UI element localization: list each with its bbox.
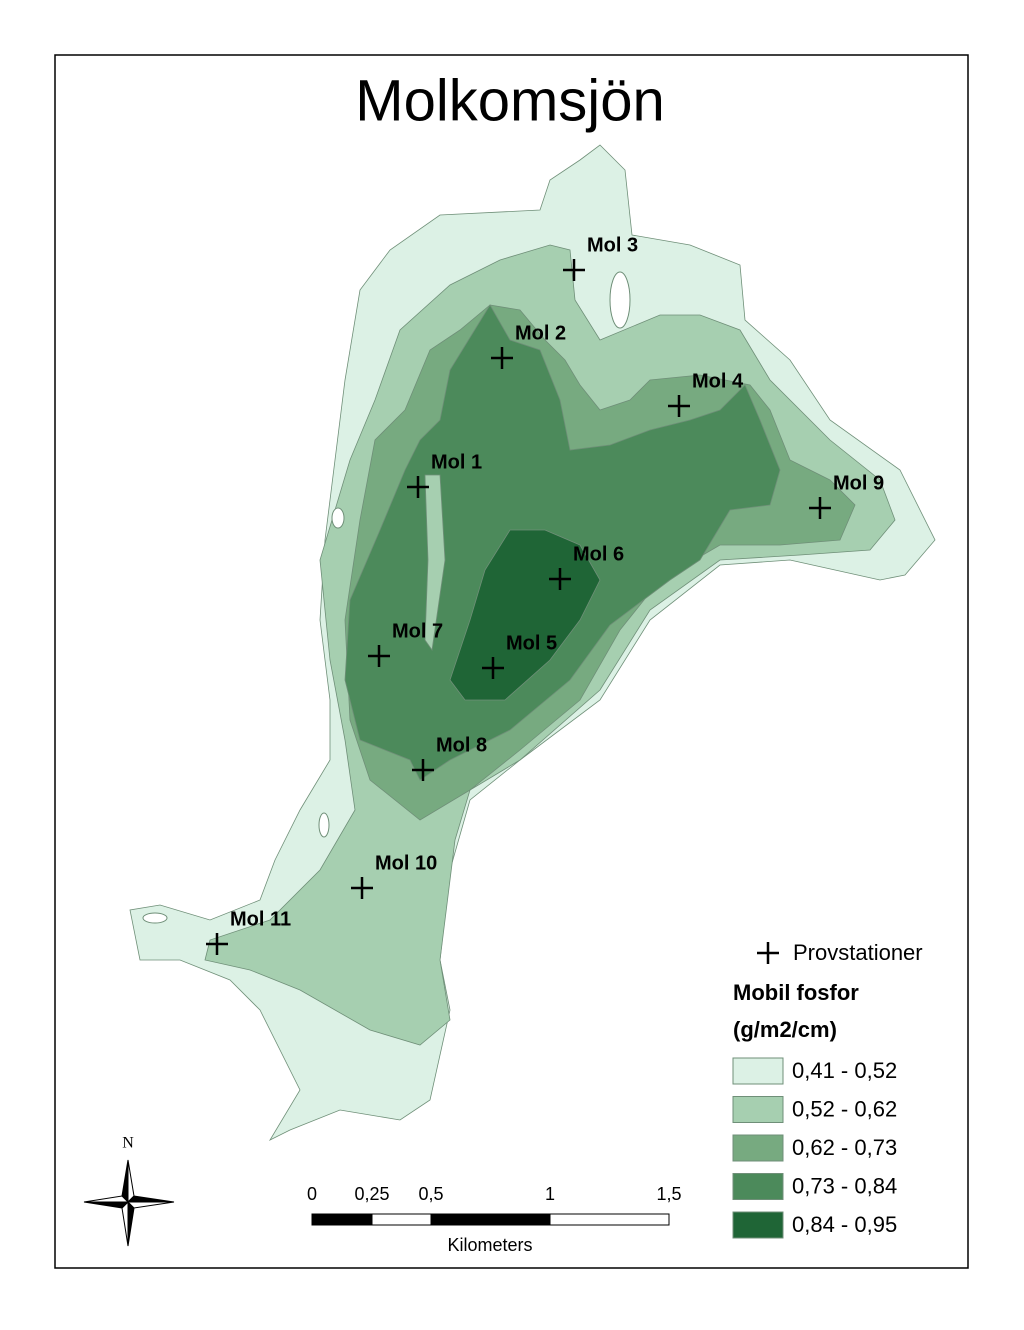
scale-unit: Kilometers bbox=[447, 1235, 532, 1255]
scale-label: 1,5 bbox=[656, 1184, 681, 1204]
station-marker bbox=[809, 497, 831, 519]
station-label: Mol 3 bbox=[587, 234, 638, 256]
island bbox=[318, 812, 330, 838]
scale-segment bbox=[430, 1213, 551, 1226]
legend: Provstationer Mobil fosfor (g/m2/cm) 0,4… bbox=[732, 940, 923, 1239]
scale-segment bbox=[371, 1213, 432, 1226]
legend-swatch bbox=[732, 1211, 784, 1239]
legend-station-symbol bbox=[757, 942, 779, 964]
legend-station-label: Provstationer bbox=[793, 940, 923, 965]
station-label: Mol 10 bbox=[375, 852, 437, 874]
legend-swatch bbox=[732, 1173, 784, 1200]
scale-segment bbox=[311, 1213, 373, 1226]
station-marker bbox=[549, 568, 571, 590]
station-label: Mol 6 bbox=[573, 543, 624, 565]
station-label: Mol 8 bbox=[436, 734, 487, 756]
station-label: Mol 9 bbox=[833, 472, 884, 494]
scale-label: 0,25 bbox=[354, 1184, 389, 1204]
station-marker bbox=[407, 476, 429, 498]
station-marker bbox=[206, 933, 228, 955]
north-label: N bbox=[122, 1135, 134, 1152]
station-label: Mol 5 bbox=[506, 632, 557, 654]
scale-label: 0 bbox=[307, 1184, 317, 1204]
station-marker bbox=[563, 259, 585, 281]
legend-label: 0,73 - 0,84 bbox=[792, 1173, 897, 1198]
stations: Mol 1 Mol 2 Mol 3 Mol 4 Mol 5 Mol 6 Mol 7 Mol 8… bbox=[206, 234, 884, 955]
scale-segment bbox=[549, 1213, 670, 1226]
legend-swatch bbox=[732, 1096, 784, 1123]
north-arrow: N bbox=[83, 1135, 175, 1247]
legend-label: 0,52 - 0,62 bbox=[792, 1096, 897, 1121]
legend-title: (g/m2/cm) bbox=[733, 1017, 837, 1042]
island bbox=[609, 271, 631, 329]
lake-zone bbox=[449, 529, 601, 701]
legend-swatch bbox=[732, 1057, 784, 1085]
legend-label: 0,41 - 0,52 bbox=[792, 1058, 897, 1083]
island bbox=[142, 912, 168, 924]
station-marker bbox=[491, 347, 513, 369]
legend-label: 0,62 - 0,73 bbox=[792, 1135, 897, 1160]
scale-label: 1 bbox=[545, 1184, 555, 1204]
station-label: Mol 7 bbox=[392, 620, 443, 642]
scale-label: 0,5 bbox=[418, 1184, 443, 1204]
station-marker bbox=[368, 645, 390, 667]
scale-bar: Kilometers 0 0,25 0,5 1 1,5 bbox=[307, 1184, 682, 1255]
station-marker bbox=[351, 877, 373, 899]
lake-zone-detail bbox=[424, 474, 446, 652]
map-title: Molkomsjön bbox=[355, 68, 664, 133]
station-label: Mol 4 bbox=[692, 370, 744, 392]
legend-swatch bbox=[732, 1134, 784, 1162]
island bbox=[331, 507, 345, 529]
station-marker bbox=[482, 657, 504, 679]
legend-label: 0,84 - 0,95 bbox=[792, 1212, 897, 1237]
station-label: Mol 2 bbox=[515, 322, 566, 344]
station-marker bbox=[668, 395, 690, 417]
legend-title: Mobil fosfor bbox=[733, 980, 859, 1005]
station-marker bbox=[412, 759, 434, 781]
station-label: Mol 11 bbox=[230, 908, 291, 930]
station-label: Mol 1 bbox=[431, 451, 482, 473]
